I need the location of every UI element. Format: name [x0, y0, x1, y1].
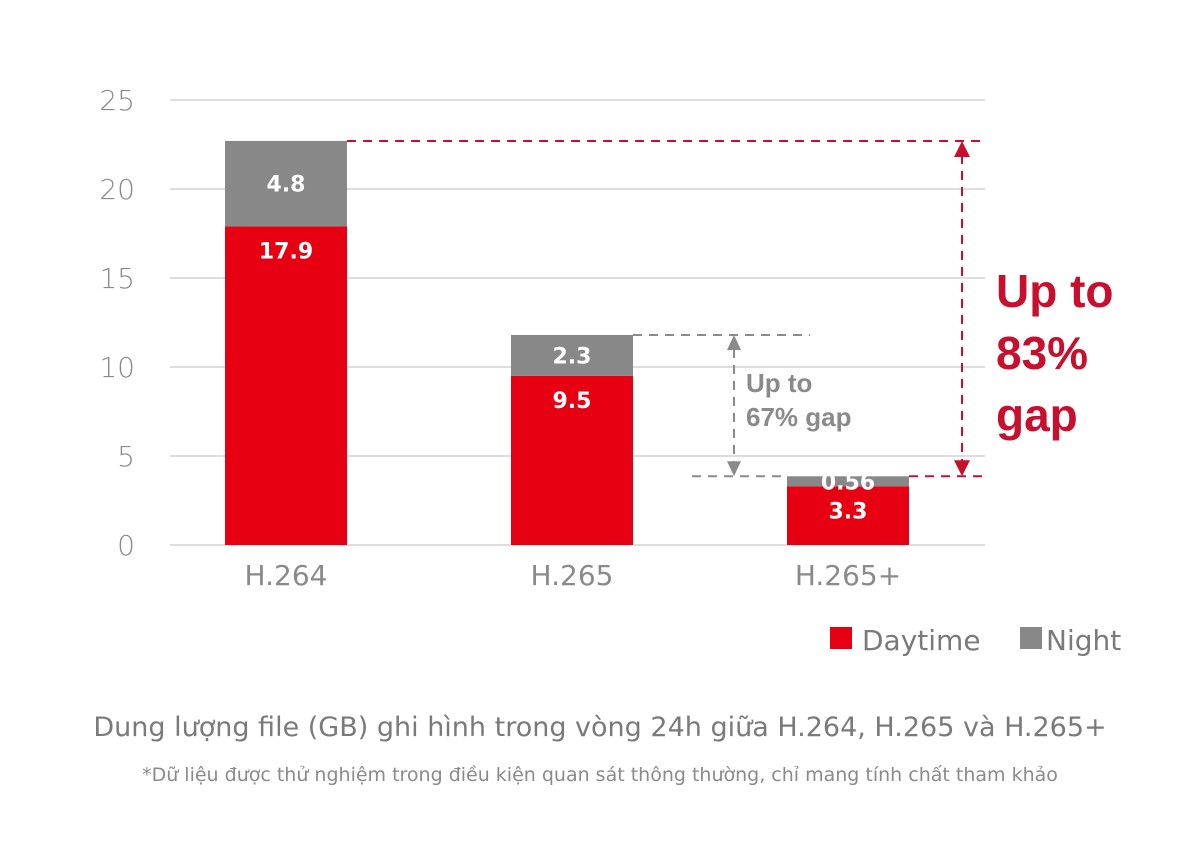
big-gap-annotation: gap	[996, 389, 1078, 441]
night-value-label: 2.3	[553, 344, 592, 369]
stacked-bar-chart: 0 5 10 15 20 25 4.8 17.9 H.264 2.3 9.5 H.265 0.56 3.3…	[99, 84, 1121, 657]
bar-night	[225, 140, 347, 227]
bar-daytime	[225, 226, 347, 545]
bar-daytime	[511, 375, 633, 545]
night-value-label: 0.56	[821, 470, 875, 495]
big-gap-annotation: Up to	[996, 265, 1114, 317]
y-tick-label: 0	[117, 529, 135, 562]
y-tick-label: 5	[117, 440, 135, 473]
x-category-label: H.265	[531, 559, 614, 592]
legend-label-daytime: Daytime	[862, 624, 981, 657]
y-tick-label: 20	[99, 173, 135, 206]
daytime-value-label: 17.9	[259, 239, 313, 264]
legend-swatch-daytime	[830, 627, 852, 649]
y-tick-label: 15	[99, 262, 135, 295]
bar-daytime	[787, 486, 909, 545]
legend-swatch-night	[1020, 627, 1042, 649]
bar-night	[787, 476, 909, 487]
chart-caption-title: Dung lượng file (GB) ghi hình trong vòng…	[93, 712, 1107, 743]
chart-caption-note: *Dữ liệu được thử nghiệm trong điều kiện…	[142, 764, 1058, 786]
x-category-label: H.264	[245, 559, 328, 592]
daytime-value-label: 9.5	[553, 389, 592, 414]
small-gap-annotation: Up to	[746, 368, 812, 398]
x-category-label: H.265+	[795, 559, 901, 592]
small-gap-arrowhead-down	[727, 461, 741, 477]
y-tick-label: 25	[99, 84, 135, 117]
small-gap-arrowhead-up	[727, 334, 741, 350]
big-gap-arrowhead-down	[954, 460, 970, 477]
big-gap-annotation: 83%	[996, 327, 1088, 379]
bar-night	[511, 334, 633, 376]
legend-label-night: Night	[1046, 624, 1121, 657]
big-gap-arrowhead-up	[954, 140, 970, 157]
small-gap-annotation: 67% gap	[746, 402, 852, 432]
y-tick-label: 10	[99, 351, 135, 384]
night-value-label: 4.8	[267, 173, 306, 198]
daytime-value-label: 3.3	[829, 499, 868, 524]
